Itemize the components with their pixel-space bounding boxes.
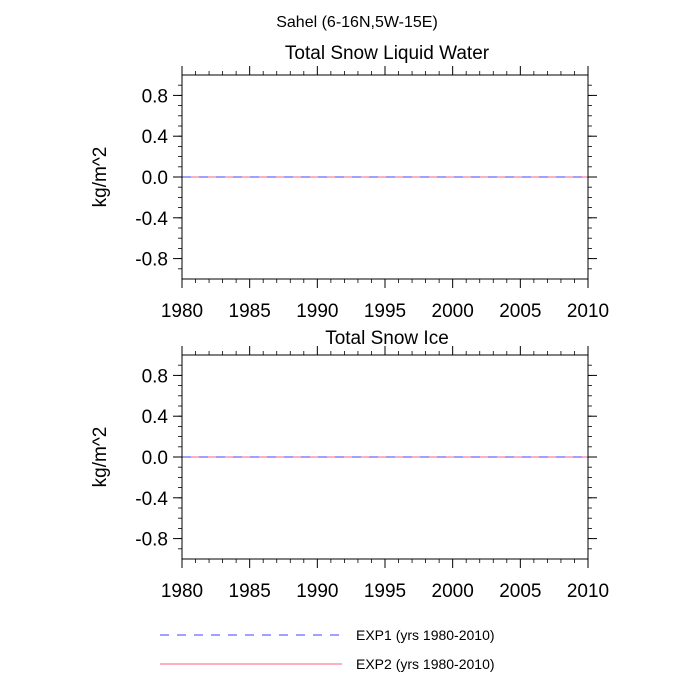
legend-label-exp1: EXP1 (yrs 1980-2010): [356, 627, 495, 643]
y-tick-label: 0.4: [142, 127, 169, 148]
legend-label-exp2: EXP2 (yrs 1980-2010): [356, 656, 495, 672]
x-tick-label: 2005: [499, 301, 541, 322]
y-tick-label: -0.4: [135, 489, 168, 510]
chart-panel-1: Total Snow Liquid Water kg/m^2 -0.8 -0.4 0.0…: [90, 43, 609, 322]
x-tick-label: 2010: [567, 581, 609, 602]
chart-title: Total Snow Ice: [325, 328, 449, 349]
y-tick-label: -0.8: [135, 530, 168, 551]
x-tick-label: 1995: [364, 301, 406, 322]
y-tick-label: -0.4: [135, 209, 168, 230]
x-tick-label: 1995: [364, 581, 406, 602]
plot-frame: [181, 74, 589, 280]
x-tick-label: 1985: [229, 581, 271, 602]
chart-title: Total Snow Liquid Water: [285, 43, 490, 64]
figure-title: Sahel (6-16N,5W-15E): [276, 14, 438, 31]
y-axis-label: kg/m^2: [90, 147, 111, 208]
plot-frame: [181, 354, 589, 560]
x-tick-label: 1990: [296, 581, 338, 602]
y-axis-label: kg/m^2: [90, 427, 111, 488]
x-tick-label: 1985: [229, 301, 271, 322]
x-tick-label: 2000: [432, 301, 474, 322]
chart-panels: Total Snow Liquid Water kg/m^2 -0.8 -0.4 0.0…: [90, 43, 609, 602]
x-tick-label: 1990: [296, 301, 338, 322]
x-tick-label: 2010: [567, 301, 609, 322]
y-tick-label: 0.8: [142, 86, 168, 107]
x-tick-label: 2000: [432, 581, 474, 602]
y-tick-label: 0.8: [142, 366, 168, 387]
x-tick-label: 1980: [161, 301, 203, 322]
x-tick-label: 2005: [499, 581, 541, 602]
y-tick-label: -0.8: [135, 250, 168, 271]
chart-panel-2: Total Snow Ice kg/m^2 -0.8 -0.4 0.0 0.4 0.8 198…: [90, 328, 609, 602]
x-tick-label: 1980: [161, 581, 203, 602]
y-tick-label: 0.0: [142, 448, 168, 469]
legend: EXP1 (yrs 1980-2010) EXP2 (yrs 1980-2010…: [160, 627, 495, 672]
y-tick-label: 0.0: [142, 168, 168, 189]
y-tick-label: 0.4: [142, 407, 169, 428]
